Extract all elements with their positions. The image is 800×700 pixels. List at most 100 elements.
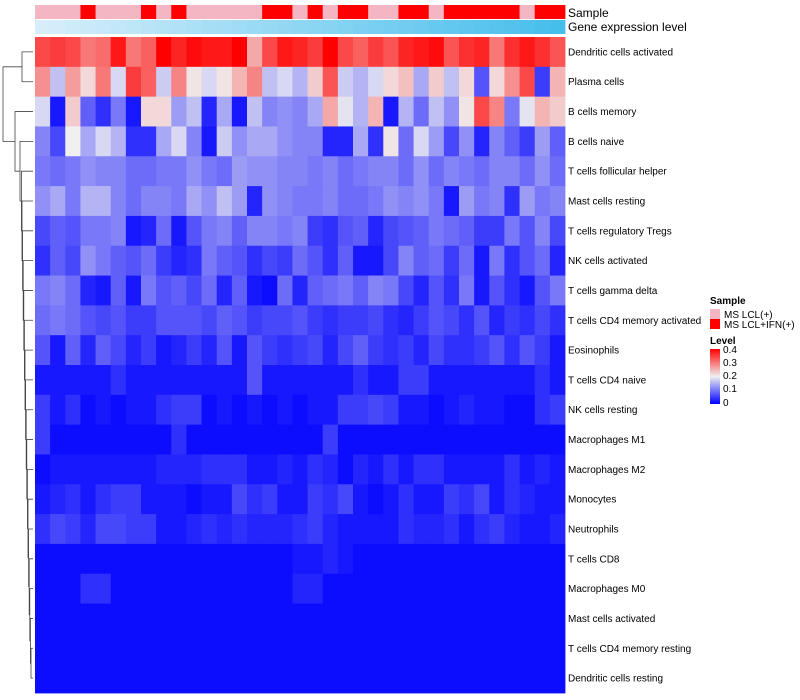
heatmap-cell [489, 633, 505, 664]
heatmap-cell [534, 543, 551, 575]
heatmap-cell [186, 305, 202, 336]
heatmap-cell [186, 514, 202, 545]
heatmap-cell [110, 37, 127, 68]
heatmap-cell [186, 424, 202, 455]
heatmap-cell [519, 484, 536, 515]
heatmap-cell [292, 215, 308, 247]
heatmap-cell [413, 245, 430, 276]
heatmap-cell [201, 663, 218, 694]
heatmap-cell [398, 454, 414, 485]
row-label: T cells follicular helper [568, 167, 667, 178]
heatmap-cell [156, 633, 172, 664]
sample-annotation-cell [80, 5, 96, 19]
heatmap-cell [95, 215, 112, 247]
heatmap-cell [413, 484, 430, 515]
heatmap-cell [413, 186, 430, 217]
heatmap-cell [277, 37, 293, 68]
heatmap-cell [292, 156, 308, 187]
heatmap-cell [443, 663, 460, 694]
heatmap-cell [171, 245, 187, 276]
heatmap-cell [277, 603, 293, 634]
heatmap-cell [110, 633, 127, 664]
heatmap-cell [65, 454, 81, 485]
heatmap-cell [156, 245, 172, 276]
heatmap-cell [95, 543, 112, 575]
heatmap-cell [110, 543, 127, 575]
heatmap-cell [504, 424, 520, 455]
gene-annotation-cell [125, 20, 142, 34]
heatmap-cell [95, 335, 112, 366]
heatmap-cell [443, 424, 460, 455]
heatmap-cell [368, 484, 384, 515]
heatmap-cell [110, 156, 127, 187]
heatmap-cell [247, 514, 263, 545]
heatmap-cell [322, 633, 339, 664]
heatmap-cell [549, 66, 566, 98]
heatmap-cell [353, 186, 369, 217]
heatmap-cell [65, 305, 81, 336]
heatmap-cell [110, 603, 127, 634]
heatmap-cell [262, 543, 278, 575]
heatmap-cell [519, 245, 536, 276]
heatmap-cell [474, 156, 490, 187]
heatmap-cell [398, 365, 414, 396]
heatmap-cell [216, 305, 233, 336]
heatmap-cell [519, 514, 536, 545]
heatmap-cell [65, 245, 81, 276]
heatmap-cell [443, 454, 460, 485]
heatmap-cell [504, 573, 520, 604]
gene-annotation-cell [65, 20, 81, 34]
heatmap-cell [80, 663, 96, 694]
gene-annotation-cell [35, 20, 51, 34]
heatmap-cell [95, 126, 112, 157]
heatmap-cell [171, 484, 187, 515]
heatmap-cell [368, 186, 384, 217]
heatmap-cell [277, 543, 293, 575]
heatmap-cell [398, 394, 414, 426]
heatmap-cell [534, 186, 551, 217]
heatmap-cell [171, 215, 187, 247]
heatmap-cell [474, 275, 490, 306]
heatmap-cell [231, 484, 248, 515]
heatmap-cell [231, 514, 248, 545]
heatmap-cell [110, 454, 127, 485]
heatmap-cell [337, 484, 354, 515]
heatmap-cell [353, 305, 369, 336]
heatmap-cell [519, 543, 536, 575]
row-label: B cells memory [568, 107, 636, 118]
heatmap-cell [35, 603, 51, 634]
heatmap-cell [262, 394, 278, 426]
heatmap-cell [353, 633, 369, 664]
heatmap-cell [368, 126, 384, 157]
heatmap-cell [110, 186, 127, 217]
heatmap-cell [398, 603, 414, 634]
heatmap-cell [307, 603, 324, 634]
heatmap-cell [549, 454, 566, 485]
heatmap-cell [383, 454, 399, 485]
heatmap-cell [307, 394, 324, 426]
heatmap-cell [534, 156, 551, 187]
heatmap-cell [549, 37, 566, 68]
heatmap-cell [322, 573, 339, 604]
heatmap-cell [231, 66, 248, 98]
heatmap-cell [368, 424, 384, 455]
heatmap-cell [474, 37, 490, 68]
heatmap-cell [156, 66, 172, 98]
heatmap-cell [171, 454, 187, 485]
heatmap-cell [428, 156, 445, 187]
heatmap-cell [171, 633, 187, 664]
row-label: Neutrophils [568, 525, 619, 536]
heatmap-cell [337, 633, 354, 664]
heatmap-cell [186, 394, 202, 426]
heatmap-cell [292, 663, 308, 694]
sample-annotation-cell [50, 5, 66, 19]
heatmap-cell [443, 245, 460, 276]
heatmap-cell [247, 663, 263, 694]
sample-annotation-cell [277, 5, 293, 19]
heatmap-cell [35, 394, 51, 426]
gene-annotation-cell [141, 20, 157, 34]
row-dendrogram [2, 51, 33, 679]
heatmap-cell [489, 156, 505, 187]
heatmap-cell [262, 633, 278, 664]
heatmap-cell [307, 66, 324, 98]
